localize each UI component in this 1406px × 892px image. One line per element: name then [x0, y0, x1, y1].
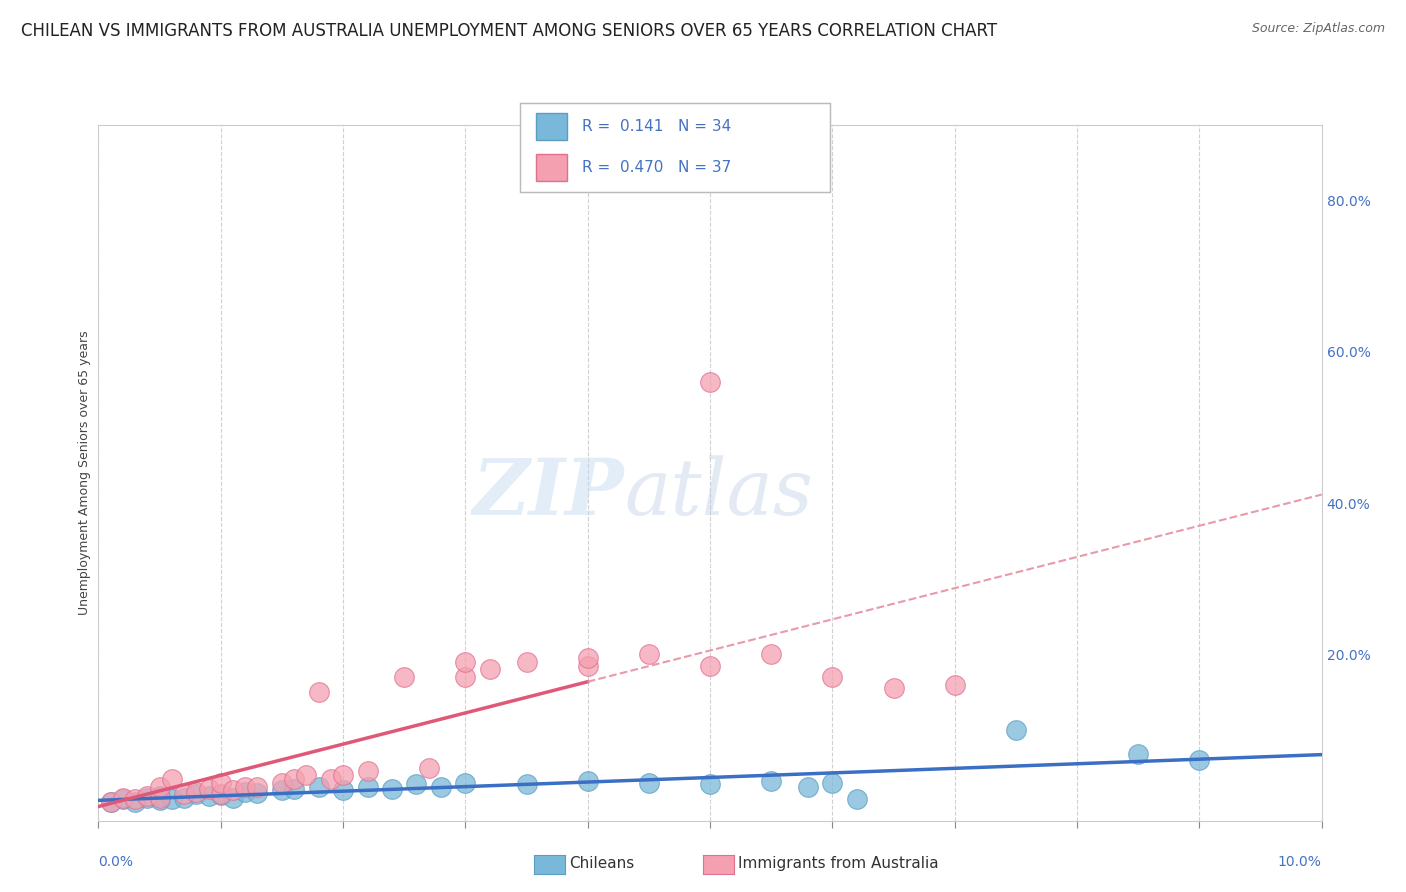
Point	[576, 774, 599, 789]
Point	[222, 783, 245, 797]
Point	[637, 776, 661, 790]
Point	[516, 655, 538, 669]
Point	[883, 681, 905, 696]
Y-axis label: Unemployment Among Seniors over 65 years: Unemployment Among Seniors over 65 years	[79, 330, 91, 615]
Point	[759, 774, 782, 789]
Point	[319, 772, 342, 786]
Point	[209, 776, 232, 790]
Point	[136, 789, 159, 804]
Point	[418, 761, 440, 775]
Point	[233, 785, 256, 799]
Point	[943, 677, 966, 691]
Text: CHILEAN VS IMMIGRANTS FROM AUSTRALIA UNEMPLOYMENT AMONG SENIORS OVER 65 YEARS CO: CHILEAN VS IMMIGRANTS FROM AUSTRALIA UNE…	[21, 22, 997, 40]
Point	[222, 791, 245, 805]
Text: R =  0.141   N = 34: R = 0.141 N = 34	[582, 120, 731, 134]
Point	[845, 792, 868, 806]
Point	[821, 776, 844, 790]
Text: Source: ZipAtlas.com: Source: ZipAtlas.com	[1251, 22, 1385, 36]
Point	[283, 781, 305, 796]
Point	[392, 670, 416, 684]
Point	[1128, 747, 1150, 761]
Text: 0.0%: 0.0%	[98, 855, 134, 870]
Point	[381, 781, 404, 796]
Point	[699, 375, 721, 389]
Point	[186, 785, 208, 799]
Point	[332, 783, 354, 797]
Point	[356, 764, 378, 779]
Point	[430, 780, 453, 794]
Text: ZIP: ZIP	[472, 456, 624, 532]
Text: 10.0%: 10.0%	[1278, 855, 1322, 870]
Point	[173, 787, 195, 801]
Text: Immigrants from Australia: Immigrants from Australia	[738, 856, 939, 871]
Point	[209, 788, 232, 802]
Point	[100, 795, 122, 809]
Point	[356, 780, 378, 794]
Point	[405, 777, 427, 791]
Point	[332, 768, 354, 782]
Point	[576, 658, 599, 673]
Point	[124, 795, 146, 809]
Point	[1004, 723, 1026, 737]
Point	[283, 772, 305, 786]
Point	[516, 777, 538, 791]
Text: Chileans: Chileans	[569, 856, 634, 871]
Bar	[536, 154, 567, 181]
Point	[576, 651, 599, 665]
Point	[149, 789, 172, 804]
Point	[1188, 753, 1211, 767]
Point	[124, 792, 146, 806]
Point	[149, 791, 172, 805]
Point	[295, 768, 318, 782]
Point	[454, 776, 477, 790]
Point	[637, 647, 661, 661]
Point	[160, 772, 183, 786]
Text: R =  0.470   N = 37: R = 0.470 N = 37	[582, 161, 731, 175]
Point	[149, 780, 172, 794]
Point	[454, 655, 477, 669]
Point	[160, 792, 183, 806]
Point	[821, 670, 844, 684]
Point	[246, 786, 269, 800]
Text: atlas: atlas	[624, 456, 813, 532]
Point	[197, 789, 219, 804]
Point	[270, 783, 292, 797]
Point	[149, 793, 172, 807]
Point	[186, 787, 208, 801]
Point	[209, 787, 232, 801]
Point	[111, 791, 134, 805]
Point	[478, 662, 501, 676]
Point	[173, 791, 195, 805]
Point	[270, 776, 292, 790]
Bar	[536, 113, 567, 140]
Point	[454, 670, 477, 684]
Point	[233, 780, 256, 794]
Point	[308, 685, 330, 699]
Point	[136, 791, 159, 805]
Point	[797, 780, 820, 794]
Point	[100, 795, 122, 809]
Point	[308, 780, 330, 795]
Point	[699, 777, 721, 791]
Point	[699, 658, 721, 673]
Point	[197, 781, 219, 796]
Point	[759, 647, 782, 661]
Point	[111, 792, 134, 806]
Point	[246, 780, 269, 794]
